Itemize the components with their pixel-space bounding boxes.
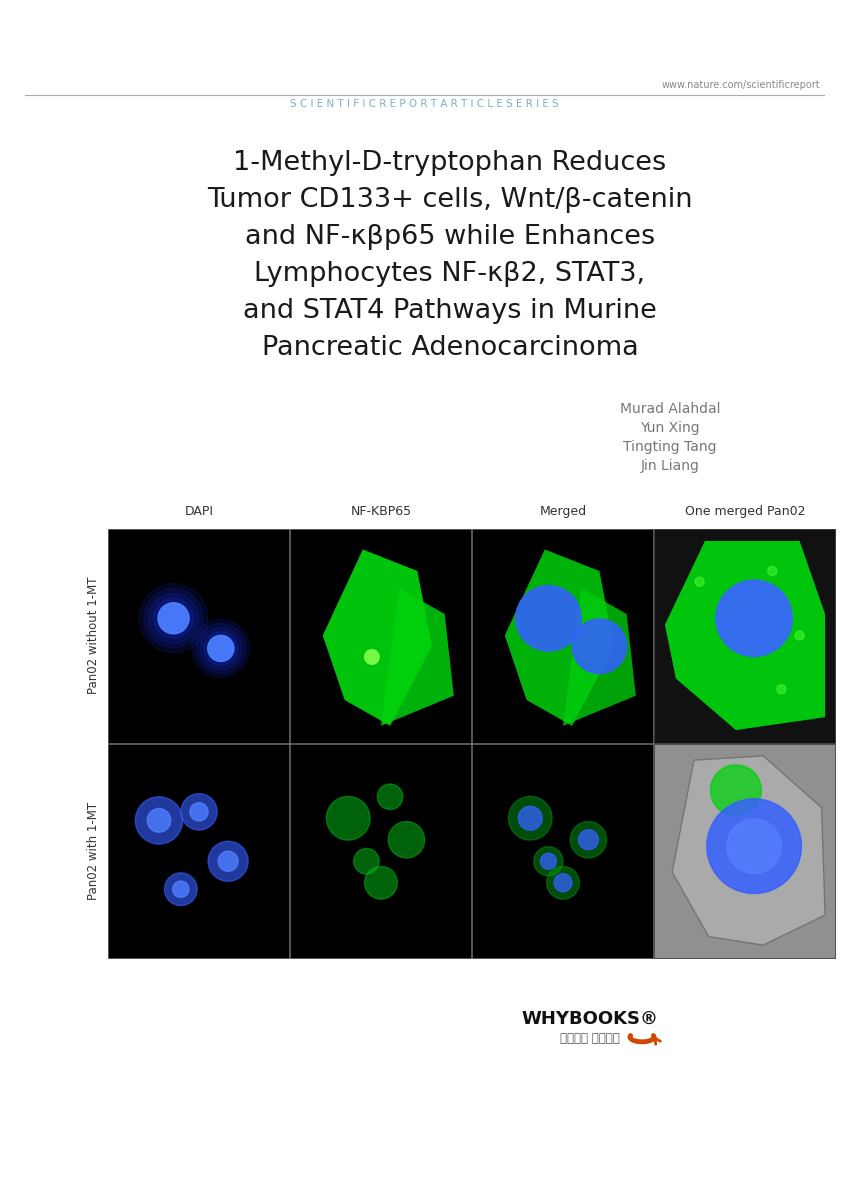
Circle shape [196,623,246,673]
Circle shape [767,566,777,576]
Circle shape [218,851,238,871]
Circle shape [716,580,792,656]
Text: DAPI: DAPI [184,505,213,518]
Bar [108,529,289,743]
Circle shape [547,866,579,899]
Circle shape [190,803,208,821]
Polygon shape [505,550,614,726]
Text: WHYBOOKS®: WHYBOOKS® [521,1010,659,1028]
Circle shape [326,797,370,840]
Circle shape [147,809,171,833]
Circle shape [192,619,250,678]
Circle shape [212,640,229,658]
Circle shape [208,841,248,881]
Circle shape [149,594,199,643]
Bar [472,529,653,743]
Circle shape [158,602,189,634]
Text: Merged: Merged [539,505,587,518]
Text: Lymphocytes NF-κβ2, STAT3,: Lymphocytes NF-κβ2, STAT3, [255,260,645,287]
Text: Jin Liang: Jin Liang [640,458,700,473]
Text: and STAT4 Pathways in Murine: and STAT4 Pathways in Murine [243,298,657,324]
Circle shape [727,818,781,874]
Circle shape [534,847,563,876]
Circle shape [165,872,197,906]
Circle shape [515,586,582,652]
Circle shape [777,685,786,694]
Circle shape [706,799,801,894]
Polygon shape [563,588,636,726]
Text: NF-KBP65: NF-KBP65 [351,505,412,518]
Text: 주식회사 와이북스: 주식회사 와이북스 [560,1032,620,1045]
Text: www.nature.com/scientificreport: www.nature.com/scientificreport [661,80,820,90]
Circle shape [695,577,704,587]
Circle shape [200,628,242,670]
Circle shape [377,784,402,810]
Text: Tumor CD133+ cells, Wnt/β-catenin: Tumor CD133+ cells, Wnt/β-catenin [207,187,693,214]
Circle shape [711,764,762,816]
Circle shape [135,797,183,844]
Circle shape [158,604,188,634]
Circle shape [509,797,552,840]
Circle shape [154,599,194,638]
Circle shape [795,631,804,640]
Text: Pancreatic Adenocarcinoma: Pancreatic Adenocarcinoma [261,335,638,361]
Circle shape [181,793,217,830]
Bar [290,529,471,743]
Circle shape [139,583,208,653]
Polygon shape [665,541,825,730]
Circle shape [388,822,424,858]
Bar [472,744,653,958]
Circle shape [364,866,397,899]
Circle shape [572,619,627,673]
Bar [654,744,835,958]
Circle shape [208,636,233,661]
Circle shape [172,881,189,898]
Text: Tingting Tang: Tingting Tang [623,440,717,454]
Text: Pan02 without 1-MT: Pan02 without 1-MT [87,577,100,695]
Circle shape [364,649,380,665]
Circle shape [204,631,238,665]
Text: and NF-κβp65 while Enhances: and NF-κβp65 while Enhances [245,224,655,250]
Text: S C I E N T I F I C R E P O R T A R T I C L E S E R I E S: S C I E N T I F I C R E P O R T A R T I … [290,98,559,109]
Text: Pan02 with 1-MT: Pan02 with 1-MT [87,802,100,900]
Text: Murad Alahdal: Murad Alahdal [620,402,720,416]
Bar [290,744,471,958]
Circle shape [518,806,543,830]
Bar [654,529,835,743]
Polygon shape [381,588,454,726]
Circle shape [354,848,380,874]
Bar [654,529,835,743]
Polygon shape [323,550,432,726]
Text: Yun Xing: Yun Xing [640,421,700,434]
Circle shape [208,635,234,661]
Polygon shape [672,756,825,946]
Text: 1-Methyl-D-tryptophan Reduces: 1-Methyl-D-tryptophan Reduces [233,150,666,176]
Bar [108,744,289,958]
Circle shape [554,874,572,892]
Circle shape [163,608,184,629]
Circle shape [143,588,203,648]
Circle shape [578,829,599,850]
Circle shape [541,853,556,869]
Circle shape [571,822,607,858]
Text: One merged Pan02: One merged Pan02 [685,505,805,518]
Bar [654,744,835,958]
